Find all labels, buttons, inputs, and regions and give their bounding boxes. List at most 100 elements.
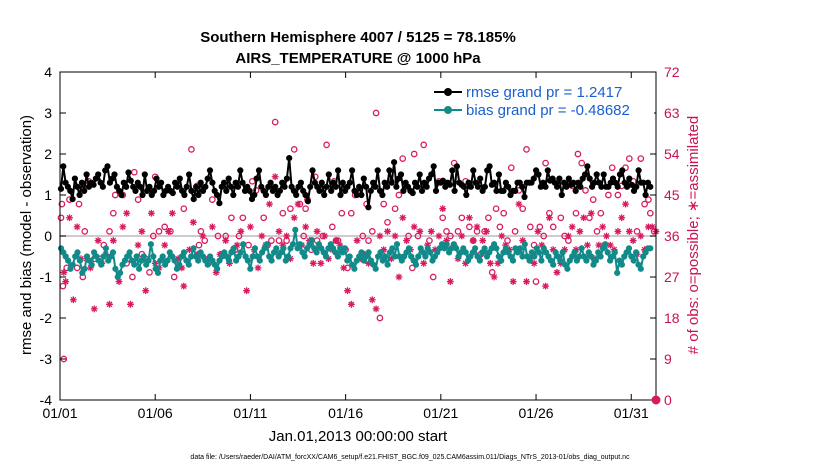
- rmse-point: [393, 183, 400, 190]
- obs-assimilated-marker: [168, 209, 176, 217]
- obs-assimilated-marker: [549, 246, 557, 254]
- obs-possible-marker: [605, 191, 612, 199]
- bias-series: [57, 226, 654, 281]
- obs-assimilated-marker: [347, 300, 355, 308]
- y-tick-label: -4: [40, 392, 53, 408]
- bias-point: [377, 249, 384, 256]
- bias-point: [301, 253, 308, 260]
- bias-point: [69, 261, 76, 268]
- obs-assimilated-marker: [368, 296, 376, 304]
- obs-possible-marker: [170, 273, 178, 281]
- rmse-point: [253, 175, 260, 182]
- rmse-point: [572, 187, 579, 194]
- obs-possible-marker: [323, 141, 330, 149]
- bias-point: [393, 241, 401, 248]
- obs-assimilated-marker: [69, 296, 77, 304]
- rmse-point: [495, 171, 502, 178]
- bias-point: [604, 249, 611, 256]
- obs-assimilated-marker: [509, 278, 517, 285]
- rmse-point: [337, 191, 344, 199]
- rmse-point: [451, 187, 458, 194]
- y-tick-label: -2: [40, 310, 53, 326]
- bias-point: [476, 257, 483, 264]
- rmse-point: [78, 179, 86, 186]
- obs-possible-marker: [519, 205, 527, 213]
- rmse-point: [213, 191, 221, 199]
- rmse-point: [95, 171, 102, 178]
- y2-tick-label: 45: [664, 187, 680, 203]
- rmse-point: [391, 159, 398, 166]
- obs-possible-marker: [496, 223, 504, 231]
- chart-title: Southern Hemisphere 4007 / 5125 = 78.185…: [200, 29, 516, 46]
- obs-assimilated-marker: [325, 255, 332, 263]
- bias-point: [244, 257, 251, 264]
- rmse-point: [535, 171, 542, 178]
- rmse-point: [69, 196, 76, 203]
- obs-possible-marker: [614, 191, 622, 199]
- obs-possible-marker: [376, 314, 384, 322]
- rmse-point: [237, 167, 244, 174]
- obs-assimilated-marker: [109, 237, 117, 244]
- obs-possible-marker: [557, 214, 565, 222]
- obs-possible-marker: [399, 155, 407, 162]
- obs-assimilated-marker: [208, 223, 216, 231]
- obs-assimilated-marker: [309, 259, 317, 267]
- rmse-point: [586, 175, 593, 182]
- rmse-point: [544, 167, 551, 174]
- obs-possible-marker: [391, 205, 399, 213]
- rmse-point: [146, 183, 153, 190]
- obs-possible-marker: [395, 191, 403, 199]
- obs-assimilated-marker: [387, 255, 395, 263]
- bias-point: [147, 241, 154, 248]
- rmse-point: [582, 171, 589, 178]
- obs-possible-marker: [300, 232, 308, 240]
- bias-point: [308, 237, 315, 244]
- obs-assimilated-marker: [186, 246, 193, 254]
- obs-possible-marker: [372, 109, 380, 117]
- bias-point: [230, 245, 237, 252]
- rmse-point: [272, 183, 279, 190]
- rmse-point: [416, 171, 423, 178]
- rmse-point: [193, 183, 200, 190]
- bias-point: [280, 245, 287, 252]
- rmse-point: [239, 179, 246, 186]
- rmse-point: [230, 191, 237, 199]
- obs-assimilated-marker: [498, 232, 506, 240]
- obs-possible-marker: [384, 218, 391, 226]
- rmse-point: [558, 191, 565, 199]
- obs-possible-marker: [637, 155, 645, 162]
- obs-possible-marker: [532, 278, 540, 285]
- rmse-point: [197, 179, 204, 186]
- rmse-point: [619, 167, 626, 174]
- x-tick-label: 01/11: [233, 405, 267, 421]
- obs-assimilated-marker: [60, 269, 68, 276]
- rmse-point: [309, 167, 316, 174]
- bias-point: [140, 253, 147, 260]
- bias-point: [472, 245, 479, 252]
- bias-point: [225, 257, 233, 264]
- y2-tick-label: 63: [664, 105, 680, 121]
- obs-possible-marker: [523, 146, 530, 153]
- obs-possible-marker: [239, 214, 247, 222]
- bias-point: [358, 249, 365, 256]
- obs-assimilated-marker: [380, 246, 388, 254]
- obs-assimilated-marker: [391, 232, 399, 240]
- rmse-point: [339, 179, 346, 186]
- legend-label-bias: bias grand pr = -0.48682: [466, 102, 630, 119]
- rmse-point: [530, 175, 537, 182]
- obs-assimilated-marker: [435, 232, 443, 240]
- bias-point: [351, 265, 358, 272]
- y-tick-label: 1: [44, 187, 52, 203]
- obs-possible-marker: [134, 196, 142, 203]
- obs-possible-marker: [641, 200, 648, 208]
- bias-point: [382, 253, 389, 260]
- rmse-point: [356, 183, 363, 190]
- obs-possible-marker: [439, 214, 447, 222]
- obs-possible-marker: [443, 228, 450, 235]
- obs-assimilated-marker: [561, 246, 569, 254]
- obs-assimilated-marker: [431, 246, 439, 254]
- bias-point: [322, 253, 330, 260]
- obs-assimilated-marker: [372, 305, 380, 313]
- obs-assimilated-marker: [399, 214, 407, 222]
- obs-possible-marker: [420, 141, 428, 149]
